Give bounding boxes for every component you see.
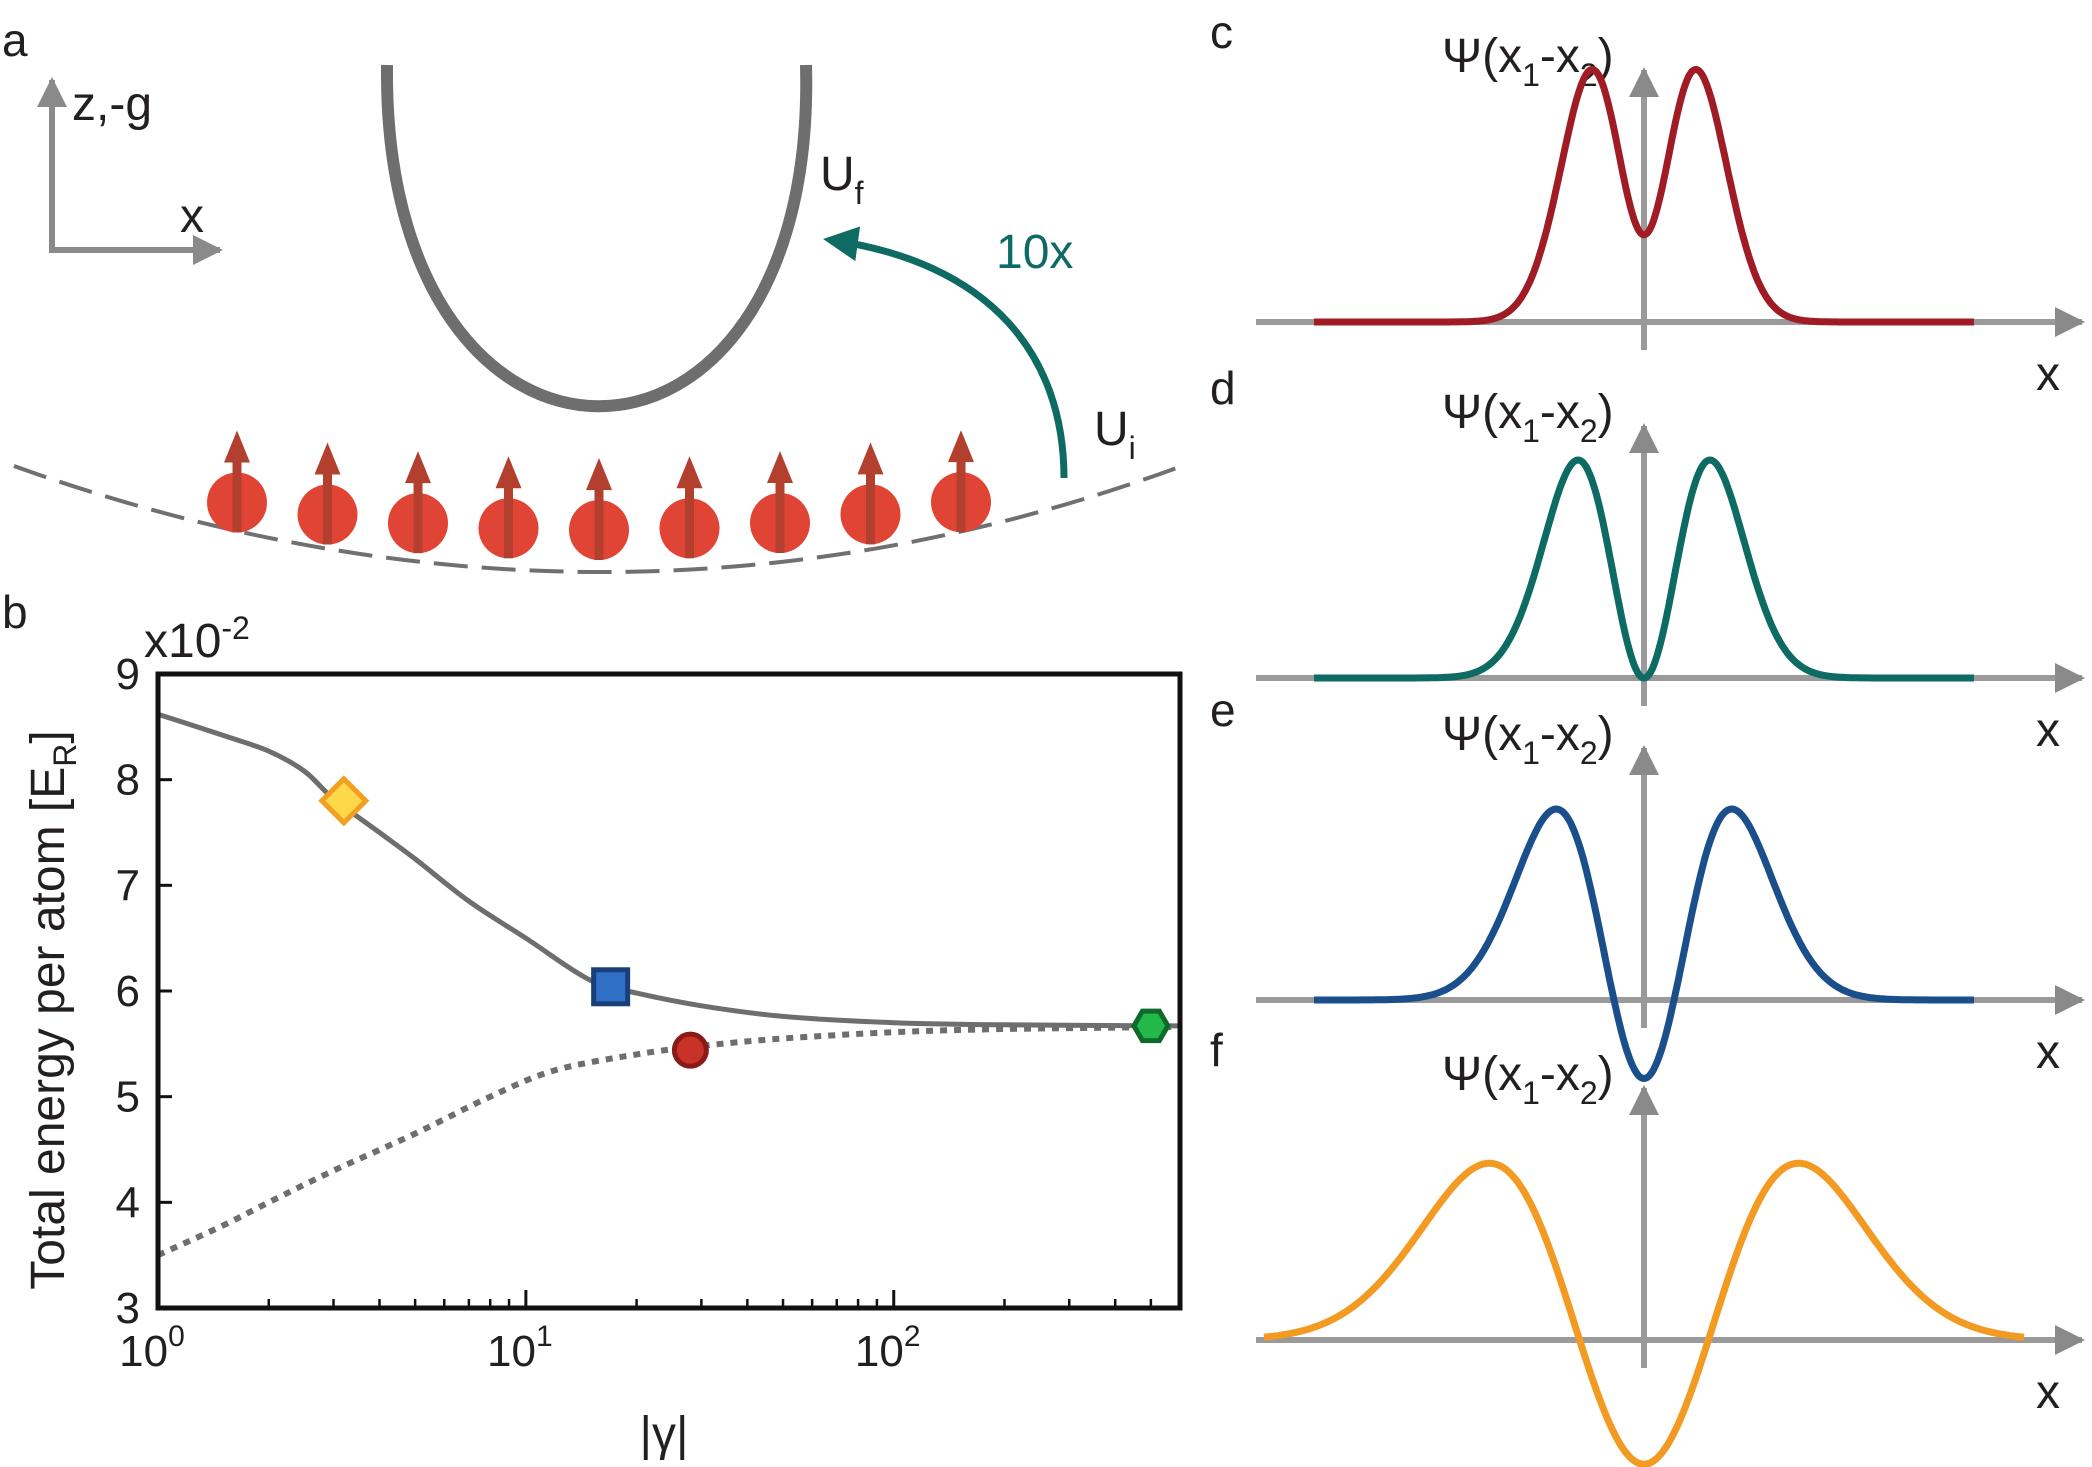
y-tick-label: 6 [116,967,140,1016]
y-tick-label: 8 [116,756,140,805]
wave-y-label: Ψ(x1-x2) [1442,708,1614,771]
wave-x-label: x [2036,704,2060,757]
spin-arrow-head [314,442,341,475]
atom [207,430,267,533]
atom [840,442,901,545]
panel-label-a: a [2,14,28,66]
atom [750,451,810,554]
initial-trap-curve [13,464,1183,574]
quench-arrow [823,226,1068,479]
wave-x-label: x [2036,1366,2060,1419]
spin-arrow-head [405,451,431,484]
y-tick-label: 7 [116,861,140,910]
x-tick-label: 101 [487,1320,553,1376]
wave-y-label: Ψ(x1-x2) [1442,386,1614,449]
wavefunction-curve [1312,66,1976,326]
spin-arrow-head [495,456,522,489]
y-tick-label: 3 [116,1284,140,1333]
final-trap-curve [380,64,813,413]
axis-x-label: x [180,190,204,243]
y-multiplier: x10-2 [144,610,250,668]
atom [931,430,991,533]
x-tick-label: 100 [119,1320,185,1376]
wave-y-label: Ψ(x1-x2) [1442,1048,1614,1111]
panel-label-b: b [2,586,28,638]
quench-label: 10x [996,226,1073,279]
spin-arrow-head [224,430,250,463]
wavefunction-panels: c Ψ(x1-x2) x d Ψ(x1-x2) x e Ψ(x1-x2) x f Ψ(x1-x2) x [1210,6,2085,1467]
atoms-group [207,430,991,560]
plot-frame [155,671,1183,1311]
wavefunction-curve [1262,1159,2026,1467]
y-tick-label: 9 [116,650,140,699]
series-solid [157,711,1181,1029]
axis-z-label: z,-g [72,78,152,131]
wave-x-label: x [2036,348,2060,401]
y-tick-label: 5 [116,1073,140,1122]
wave-y-label: Ψ(x1-x2) [1442,30,1614,93]
y-axis-label: Total energy per atom [ER] [22,730,83,1289]
spin-arrow-head [857,442,884,475]
panel-label-f: f [1210,1024,1223,1076]
atom [297,442,358,545]
energy-chart: 3 4 5 6 7 8 9 100 101 102 [116,650,1183,1376]
x-axis-label: |γ| [640,1408,689,1461]
marker-square [591,967,631,1007]
wave-panel-d: d Ψ(x1-x2) x [1210,362,2085,757]
wavefunction-curve [1312,805,1976,1082]
atom [388,451,448,554]
spin-arrow-head [586,457,612,490]
atom [478,456,539,559]
wave-panel-e: e Ψ(x1-x2) x [1210,684,2085,1082]
spin-arrow-head [948,430,974,463]
panel-label-e: e [1210,684,1236,736]
wavefunction-curve [1312,456,1976,682]
marker-diamond [318,775,370,827]
wave-panel-f: f Ψ(x1-x2) x [1210,1024,2085,1467]
ui-label: Ui [1094,403,1136,466]
spin-arrow-head [767,451,793,484]
wave-panel-c: c Ψ(x1-x2) x [1210,6,2085,401]
uf-label: Uf [820,148,864,211]
x-tick-label: 102 [855,1320,921,1376]
wave-x-label: x [2036,1026,2060,1079]
marker-hexagon [1131,1008,1171,1044]
marker-circle [671,1031,709,1069]
atom [659,456,720,559]
panel-label-d: d [1210,362,1236,414]
atom [569,457,629,560]
panel-label-c: c [1210,6,1233,58]
spin-arrow-head [676,456,703,489]
y-tick-label: 4 [116,1178,140,1227]
axes-icon [37,77,223,265]
series-dotted [156,1023,1181,1258]
